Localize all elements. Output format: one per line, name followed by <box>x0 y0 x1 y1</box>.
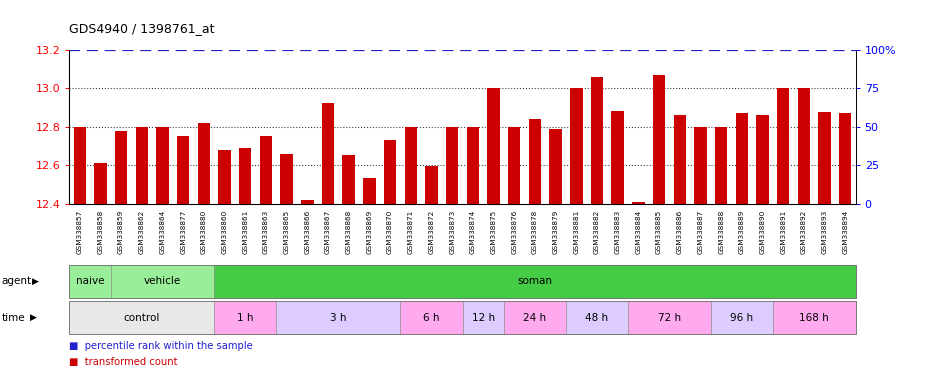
Bar <box>673 115 686 204</box>
Text: 24 h: 24 h <box>524 313 547 323</box>
Bar <box>156 127 168 204</box>
Bar <box>529 119 541 204</box>
Bar <box>426 166 438 204</box>
Bar <box>819 112 831 204</box>
Bar <box>653 75 665 204</box>
Text: 12 h: 12 h <box>472 313 495 323</box>
Bar <box>715 127 727 204</box>
Text: agent: agent <box>2 276 32 286</box>
Text: 6 h: 6 h <box>424 313 439 323</box>
Text: 3 h: 3 h <box>330 313 347 323</box>
Text: 168 h: 168 h <box>799 313 829 323</box>
Text: control: control <box>124 313 160 323</box>
Bar <box>364 177 376 204</box>
Text: naive: naive <box>76 276 105 286</box>
Bar <box>198 123 210 204</box>
Bar <box>591 77 603 204</box>
Bar <box>777 88 789 204</box>
Bar <box>757 115 769 204</box>
Bar <box>218 150 230 204</box>
Text: vehicle: vehicle <box>144 276 181 286</box>
Text: ▶: ▶ <box>30 313 36 322</box>
Bar <box>322 103 334 204</box>
Text: GDS4940 / 1398761_at: GDS4940 / 1398761_at <box>69 22 215 35</box>
Bar <box>342 155 355 204</box>
Bar <box>280 154 293 204</box>
Bar <box>239 148 252 204</box>
Bar <box>404 127 417 204</box>
Bar <box>177 136 190 204</box>
Bar <box>466 127 479 204</box>
Bar <box>797 88 810 204</box>
Bar <box>260 136 272 204</box>
Bar <box>487 88 500 204</box>
Text: ■  transformed count: ■ transformed count <box>69 357 178 367</box>
Text: soman: soman <box>517 276 552 286</box>
Bar <box>73 127 86 204</box>
Bar <box>570 88 583 204</box>
Bar <box>549 129 561 204</box>
Text: 72 h: 72 h <box>658 313 681 323</box>
Text: 96 h: 96 h <box>730 313 753 323</box>
Bar <box>508 127 521 204</box>
Bar <box>115 131 128 204</box>
Text: ■  percentile rank within the sample: ■ percentile rank within the sample <box>69 341 253 351</box>
Text: 48 h: 48 h <box>586 313 609 323</box>
Bar <box>302 200 314 204</box>
Bar <box>735 113 748 204</box>
Bar <box>611 111 623 204</box>
Bar <box>94 163 106 204</box>
Bar <box>446 127 459 204</box>
Bar <box>632 202 645 204</box>
Text: ▶: ▶ <box>32 277 39 286</box>
Bar <box>839 113 852 204</box>
Bar <box>136 127 148 204</box>
Bar <box>695 127 707 204</box>
Text: time: time <box>2 313 26 323</box>
Bar <box>384 140 396 204</box>
Text: 1 h: 1 h <box>237 313 253 323</box>
